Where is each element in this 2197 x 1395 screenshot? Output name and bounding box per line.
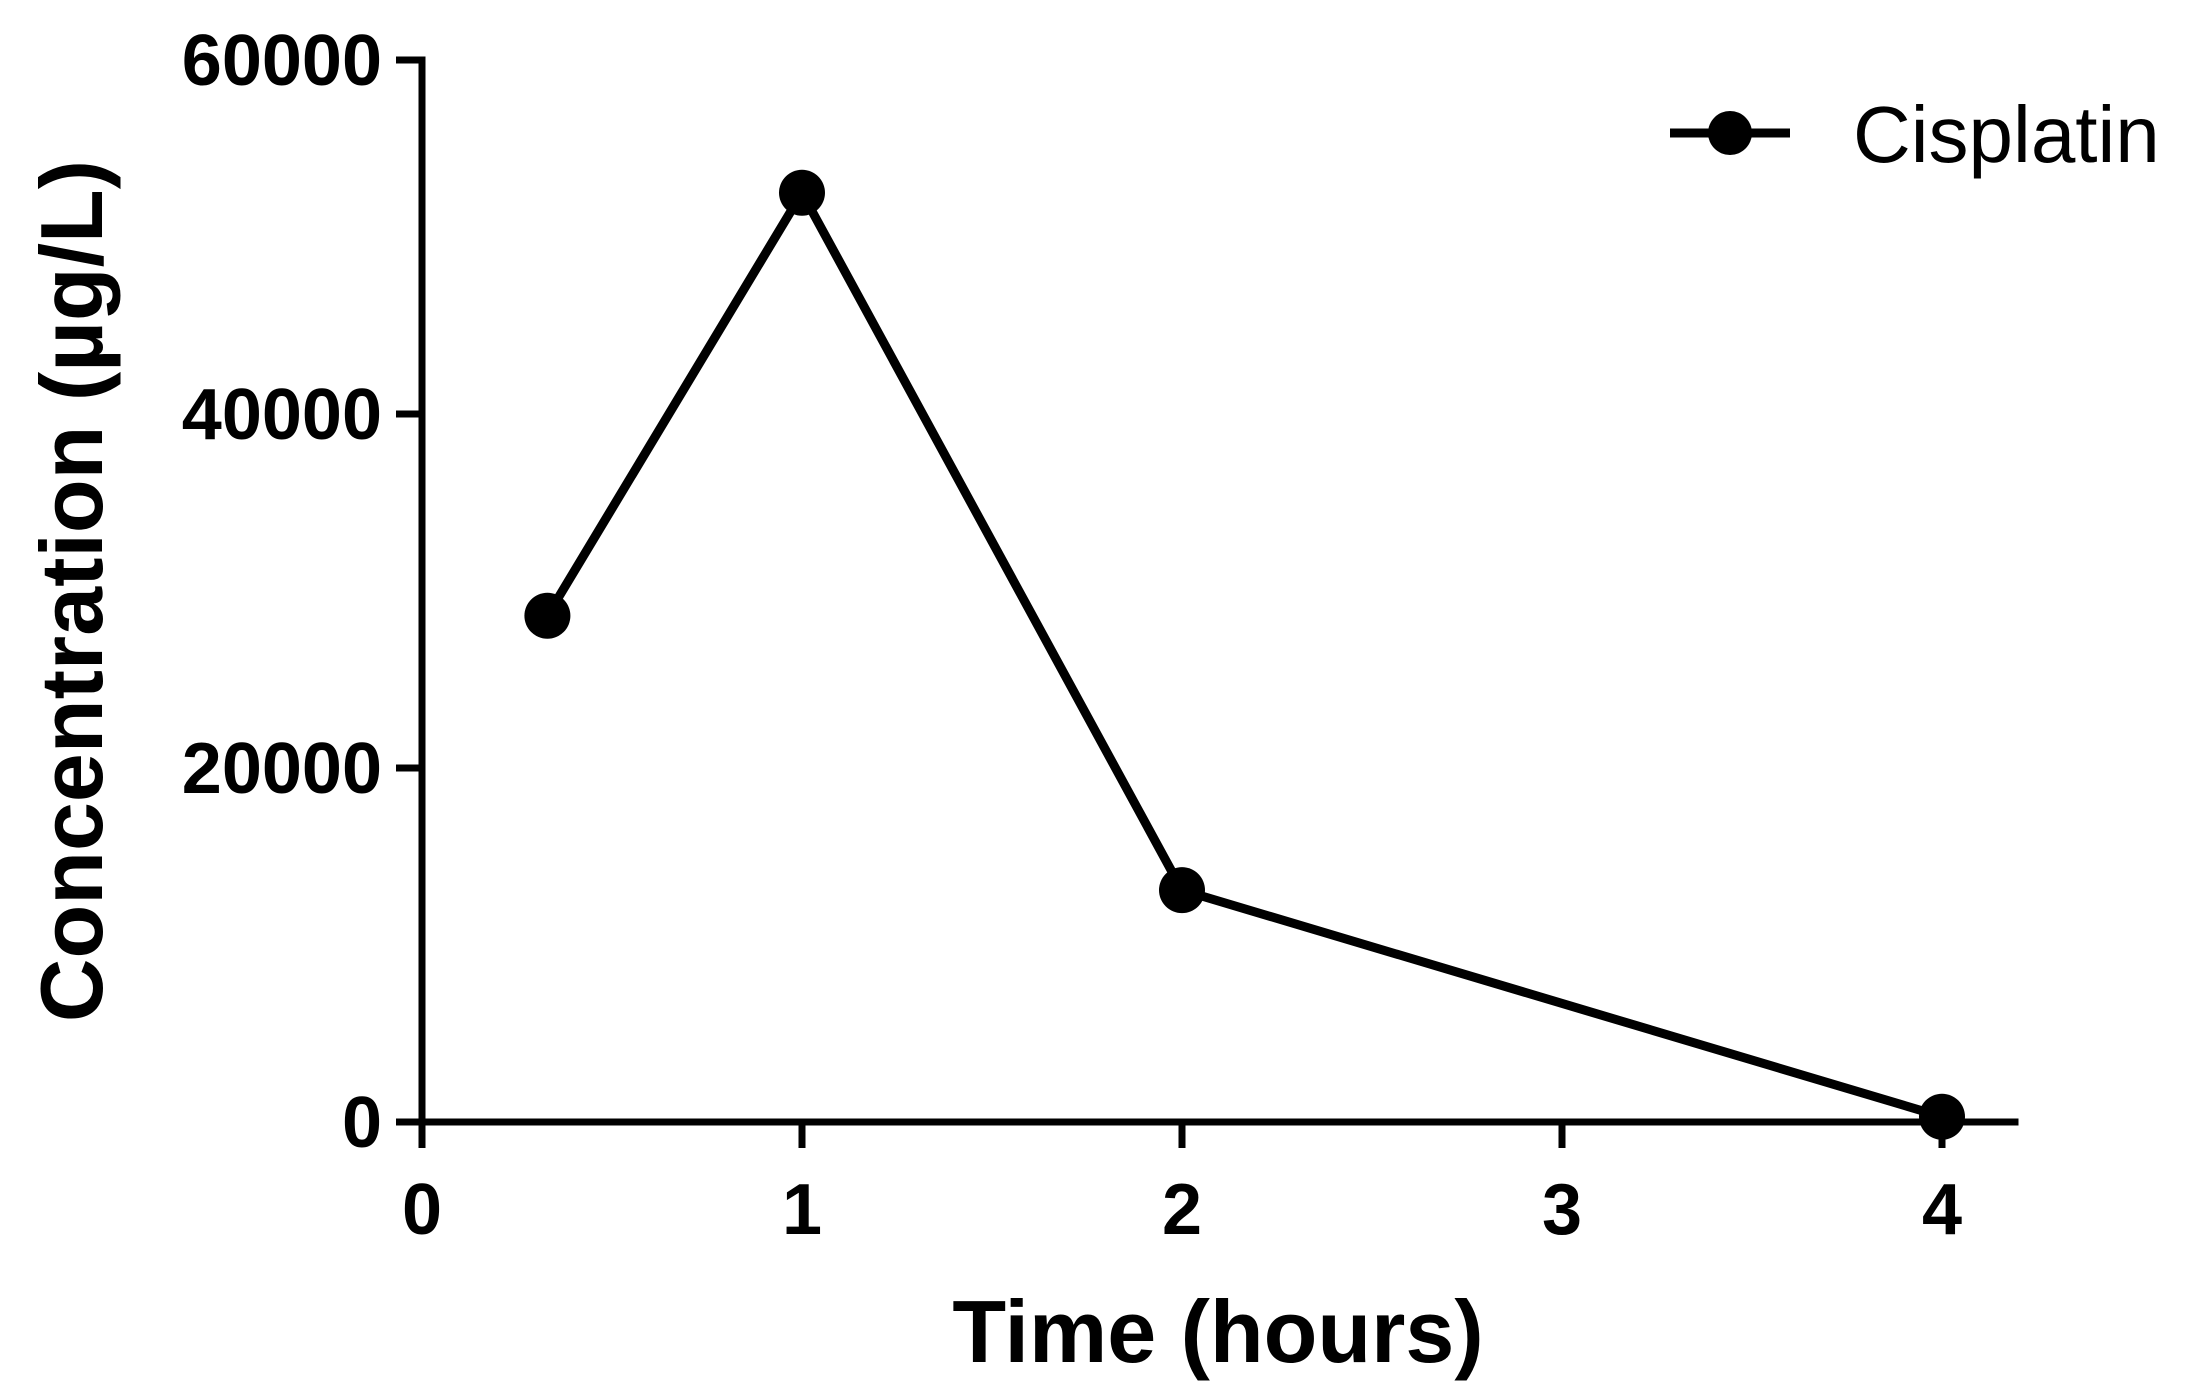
y-axis-title: Concentration (µg/L)	[22, 160, 121, 1022]
legend: Cisplatin	[1670, 90, 2160, 179]
data-point	[779, 169, 825, 216]
x-axis-title: Time (hours)	[952, 1282, 1483, 1381]
series-group	[524, 169, 1965, 1140]
y-tick-label: 60000	[182, 21, 382, 101]
x-ticks: 0 1 2 3 4	[402, 1122, 1962, 1250]
data-point	[524, 592, 571, 639]
y-tick-label: 20000	[182, 729, 382, 809]
data-point	[1159, 867, 1205, 914]
x-tick-label: 3	[1542, 1170, 1582, 1250]
y-tick-label: 0	[342, 1083, 382, 1163]
y-ticks: 0 20000 40000 60000	[182, 21, 422, 1163]
x-tick-label: 0	[402, 1170, 442, 1250]
axes	[418, 56, 2019, 1126]
x-tick-label: 4	[1922, 1170, 1962, 1250]
series-line-cisplatin	[543, 183, 1944, 1122]
legend-label-cisplatin: Cisplatin	[1853, 90, 2160, 179]
x-tick-label: 2	[1162, 1170, 1202, 1250]
legend-point-marker	[1708, 111, 1752, 155]
y-tick-label: 40000	[182, 375, 382, 455]
x-tick-label: 1	[782, 1170, 822, 1250]
data-point	[1919, 1093, 1965, 1140]
